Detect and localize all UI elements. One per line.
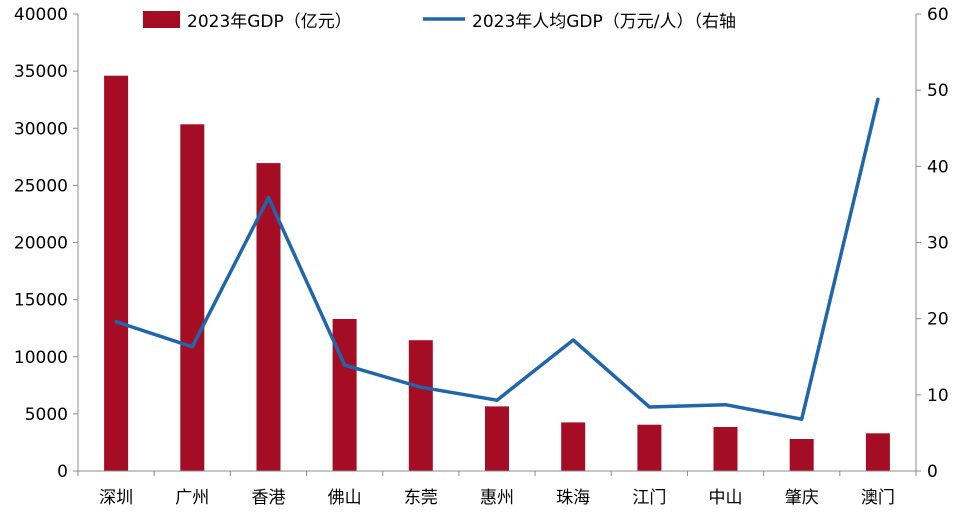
right-tick-label-1: 10 xyxy=(927,386,949,406)
bar-11 xyxy=(865,433,890,471)
axes-layer: 0 5000 10000 15000 20000 25000 30000 35000 40000… xyxy=(14,5,949,508)
left-tick-label-0: 0 xyxy=(57,462,68,482)
category-label-2: 广州 xyxy=(175,488,209,508)
right-tick-label-4: 40 xyxy=(927,157,949,177)
bar-6 xyxy=(485,406,509,471)
legend-swatch-gdp xyxy=(143,11,180,28)
bars-layer xyxy=(104,75,890,472)
bar-1 xyxy=(104,75,129,471)
category-label-3: 香港 xyxy=(251,488,285,508)
legend-label-per-capita: 2023年人均GDP（万元/人）（右轴 xyxy=(472,12,736,32)
category-label-5: 东莞 xyxy=(404,488,438,508)
left-tick-label-5: 25000 xyxy=(14,176,68,196)
left-tick-label-3: 15000 xyxy=(14,291,68,311)
right-tick-label-0: 0 xyxy=(927,462,938,482)
left-tick-label-4: 20000 xyxy=(14,234,68,254)
bar-3 xyxy=(256,163,281,471)
line-layer xyxy=(114,97,880,421)
category-label-7: 珠海 xyxy=(556,488,590,508)
category-label-1: 深圳 xyxy=(99,488,133,508)
bar-2 xyxy=(180,124,205,472)
bar-5 xyxy=(408,340,433,471)
left-tick-label-6: 30000 xyxy=(14,119,68,139)
right-tick-label-3: 30 xyxy=(927,234,949,254)
legend: 2023年GDP（亿元） 2023年人均GDP（万元/人）（右轴 xyxy=(143,11,736,32)
bar-10 xyxy=(789,439,814,471)
category-label-4: 佛山 xyxy=(328,488,362,508)
bar-8 xyxy=(637,424,662,471)
category-label-9: 中山 xyxy=(709,488,743,508)
category-label-10: 肇庆 xyxy=(785,488,819,508)
legend-label-gdp: 2023年GDP（亿元） xyxy=(187,12,352,32)
right-tick-label-5: 50 xyxy=(927,81,949,101)
bar-4 xyxy=(332,319,357,471)
right-tick-label-2: 20 xyxy=(927,310,949,330)
category-label-6: 惠州 xyxy=(480,488,514,508)
left-tick-label-1: 5000 xyxy=(25,405,68,425)
bar-7 xyxy=(561,422,586,471)
left-tick-label-8: 40000 xyxy=(14,5,68,25)
bar-9 xyxy=(713,427,738,471)
right-tick-label-6: 60 xyxy=(927,5,949,25)
left-tick-label-2: 10000 xyxy=(14,348,68,368)
category-label-8: 江门 xyxy=(632,488,666,508)
per-capita-gdp-line xyxy=(114,97,880,421)
category-label-11: 澳门 xyxy=(861,488,895,508)
left-tick-label-7: 35000 xyxy=(14,62,68,82)
